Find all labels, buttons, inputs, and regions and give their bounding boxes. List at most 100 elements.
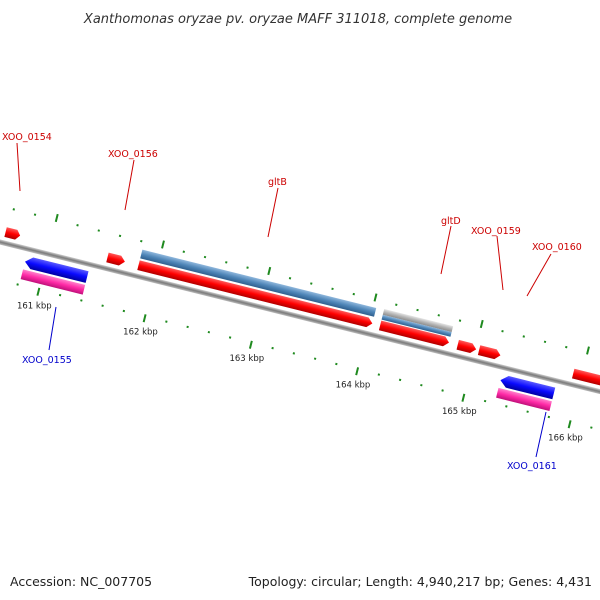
major-tick: [567, 420, 572, 429]
minor-tick: [186, 325, 189, 329]
scale-tick-label: 164 kbp: [336, 381, 371, 391]
gene-label-gltb[interactable]: gltB: [268, 177, 287, 188]
minor-tick: [483, 399, 487, 403]
minor-tick: [203, 255, 207, 259]
major-tick: [461, 393, 466, 402]
gene-label-xoo-0154[interactable]: XOO_0154: [2, 132, 52, 143]
minor-tick: [16, 283, 19, 286]
scale-tick-label: 162 kbp: [123, 328, 158, 338]
minor-tick: [352, 292, 355, 296]
minor-tick: [101, 304, 104, 307]
map-title: Xanthomonas oryzae pv. oryzae MAFF 31101…: [83, 12, 512, 27]
gene-arrow-xoo-0154[interactable]: [4, 227, 21, 240]
scale-tick-label: 163 kbp: [229, 354, 264, 364]
major-tick: [267, 266, 272, 276]
gene-arrow-xoo-0159[interactable]: [456, 339, 478, 354]
feature-bar-gltb[interactable]: [140, 249, 377, 317]
genome-backbone: [0, 229, 600, 409]
minor-tick: [310, 282, 313, 285]
gene-labels: XOO_0154 XOO_0156 gltB gltD XOO_0159 XOO…: [2, 132, 582, 472]
minor-tick: [522, 335, 525, 338]
feature-bar-xoo-0161[interactable]: [496, 387, 552, 411]
minor-tick: [501, 330, 504, 333]
leader-line-xoo-0160: [526, 253, 552, 297]
leader-line-xoo-0156: [124, 159, 135, 211]
accession-text: Accession: NC_007705: [10, 574, 152, 589]
major-tick: [161, 240, 165, 249]
feature-bar-xoo-0155[interactable]: [20, 269, 86, 295]
gene-arrow-right-edge[interactable]: [571, 368, 600, 392]
scale-labels: 161 kbp 162 kbp 163 kbp 164 kbp 165 kbp 166 k…: [17, 301, 583, 444]
minor-tick: [505, 405, 508, 408]
minor-tick: [225, 261, 228, 264]
minor-tick: [12, 208, 15, 211]
gene-arrow-gltb[interactable]: [137, 260, 373, 328]
minor-tick: [271, 346, 274, 350]
minor-tick: [122, 309, 126, 313]
genome-summary-text: Topology: circular; Length: 4,940,217 bp…: [248, 574, 592, 589]
minor-tick: [140, 239, 143, 243]
gene-arrow-xoo-0160[interactable]: [477, 345, 502, 360]
minor-tick: [228, 336, 232, 339]
minor-tick: [335, 362, 338, 366]
feature-bar-gltd[interactable]: [381, 314, 452, 337]
minor-tick: [246, 266, 249, 269]
minor-tick: [182, 250, 185, 253]
minor-tick: [395, 303, 398, 306]
plus-strand-ticks: [12, 208, 590, 355]
minor-tick: [292, 352, 296, 355]
minor-tick: [441, 389, 444, 392]
major-tick: [586, 346, 590, 355]
minor-tick: [377, 373, 381, 376]
minor-tick: [76, 224, 79, 227]
major-tick: [248, 340, 253, 349]
scale-tick-label: 166 kbp: [548, 434, 583, 444]
minor-tick: [118, 234, 122, 238]
gene-label-xoo-0161[interactable]: XOO_0161: [507, 461, 557, 472]
major-tick: [142, 314, 147, 323]
gene-arrow-xoo-0161[interactable]: [499, 374, 556, 400]
minus-strand-ticks: [16, 283, 593, 429]
minor-tick: [33, 213, 37, 216]
gene-label-xoo-0160[interactable]: XOO_0160: [532, 242, 582, 253]
leader-line-gltb: [267, 187, 279, 238]
minor-tick: [207, 330, 211, 334]
minor-tick: [565, 345, 568, 349]
minor-tick: [420, 383, 423, 387]
gene-label-gltd[interactable]: gltD: [441, 216, 461, 227]
scale-tick-label: 161 kbp: [17, 301, 52, 311]
gene-label-xoo-0155[interactable]: XOO_0155: [22, 355, 72, 366]
scale-tick-label: 165 kbp: [442, 407, 477, 417]
minor-tick: [165, 320, 168, 323]
major-tick: [36, 287, 41, 296]
gene-label-xoo-0159[interactable]: XOO_0159: [471, 226, 521, 237]
leader-line-xoo-0159: [496, 235, 504, 291]
minor-tick: [526, 410, 529, 413]
minor-tick: [398, 378, 402, 382]
major-tick: [373, 293, 378, 302]
gene-arrow-xoo-0156[interactable]: [106, 252, 126, 267]
gene-label-xoo-0156[interactable]: XOO_0156: [108, 149, 158, 160]
feature-bar-gltd-grey[interactable]: [382, 308, 454, 332]
leader-line-xoo-0154: [16, 142, 21, 192]
leader-line-gltd: [440, 225, 452, 275]
leader-line-xoo-0161: [535, 411, 547, 458]
minor-tick: [313, 357, 317, 360]
gene-arrow-xoo-0155[interactable]: [24, 256, 89, 283]
minor-tick: [590, 426, 593, 429]
minor-tick: [543, 340, 547, 344]
minor-tick: [437, 314, 440, 317]
minor-tick: [80, 299, 83, 302]
minor-tick: [97, 229, 100, 232]
genome-track: [0, 208, 600, 429]
leader-line-xoo-0155: [48, 306, 57, 351]
gene-arrow-gltd[interactable]: [378, 320, 450, 348]
major-tick: [54, 213, 59, 223]
major-tick: [355, 367, 360, 376]
minor-tick: [547, 415, 551, 419]
minor-tick: [416, 308, 419, 312]
minor-tick: [288, 277, 292, 280]
minor-tick: [58, 293, 62, 297]
minor-tick: [331, 287, 334, 291]
